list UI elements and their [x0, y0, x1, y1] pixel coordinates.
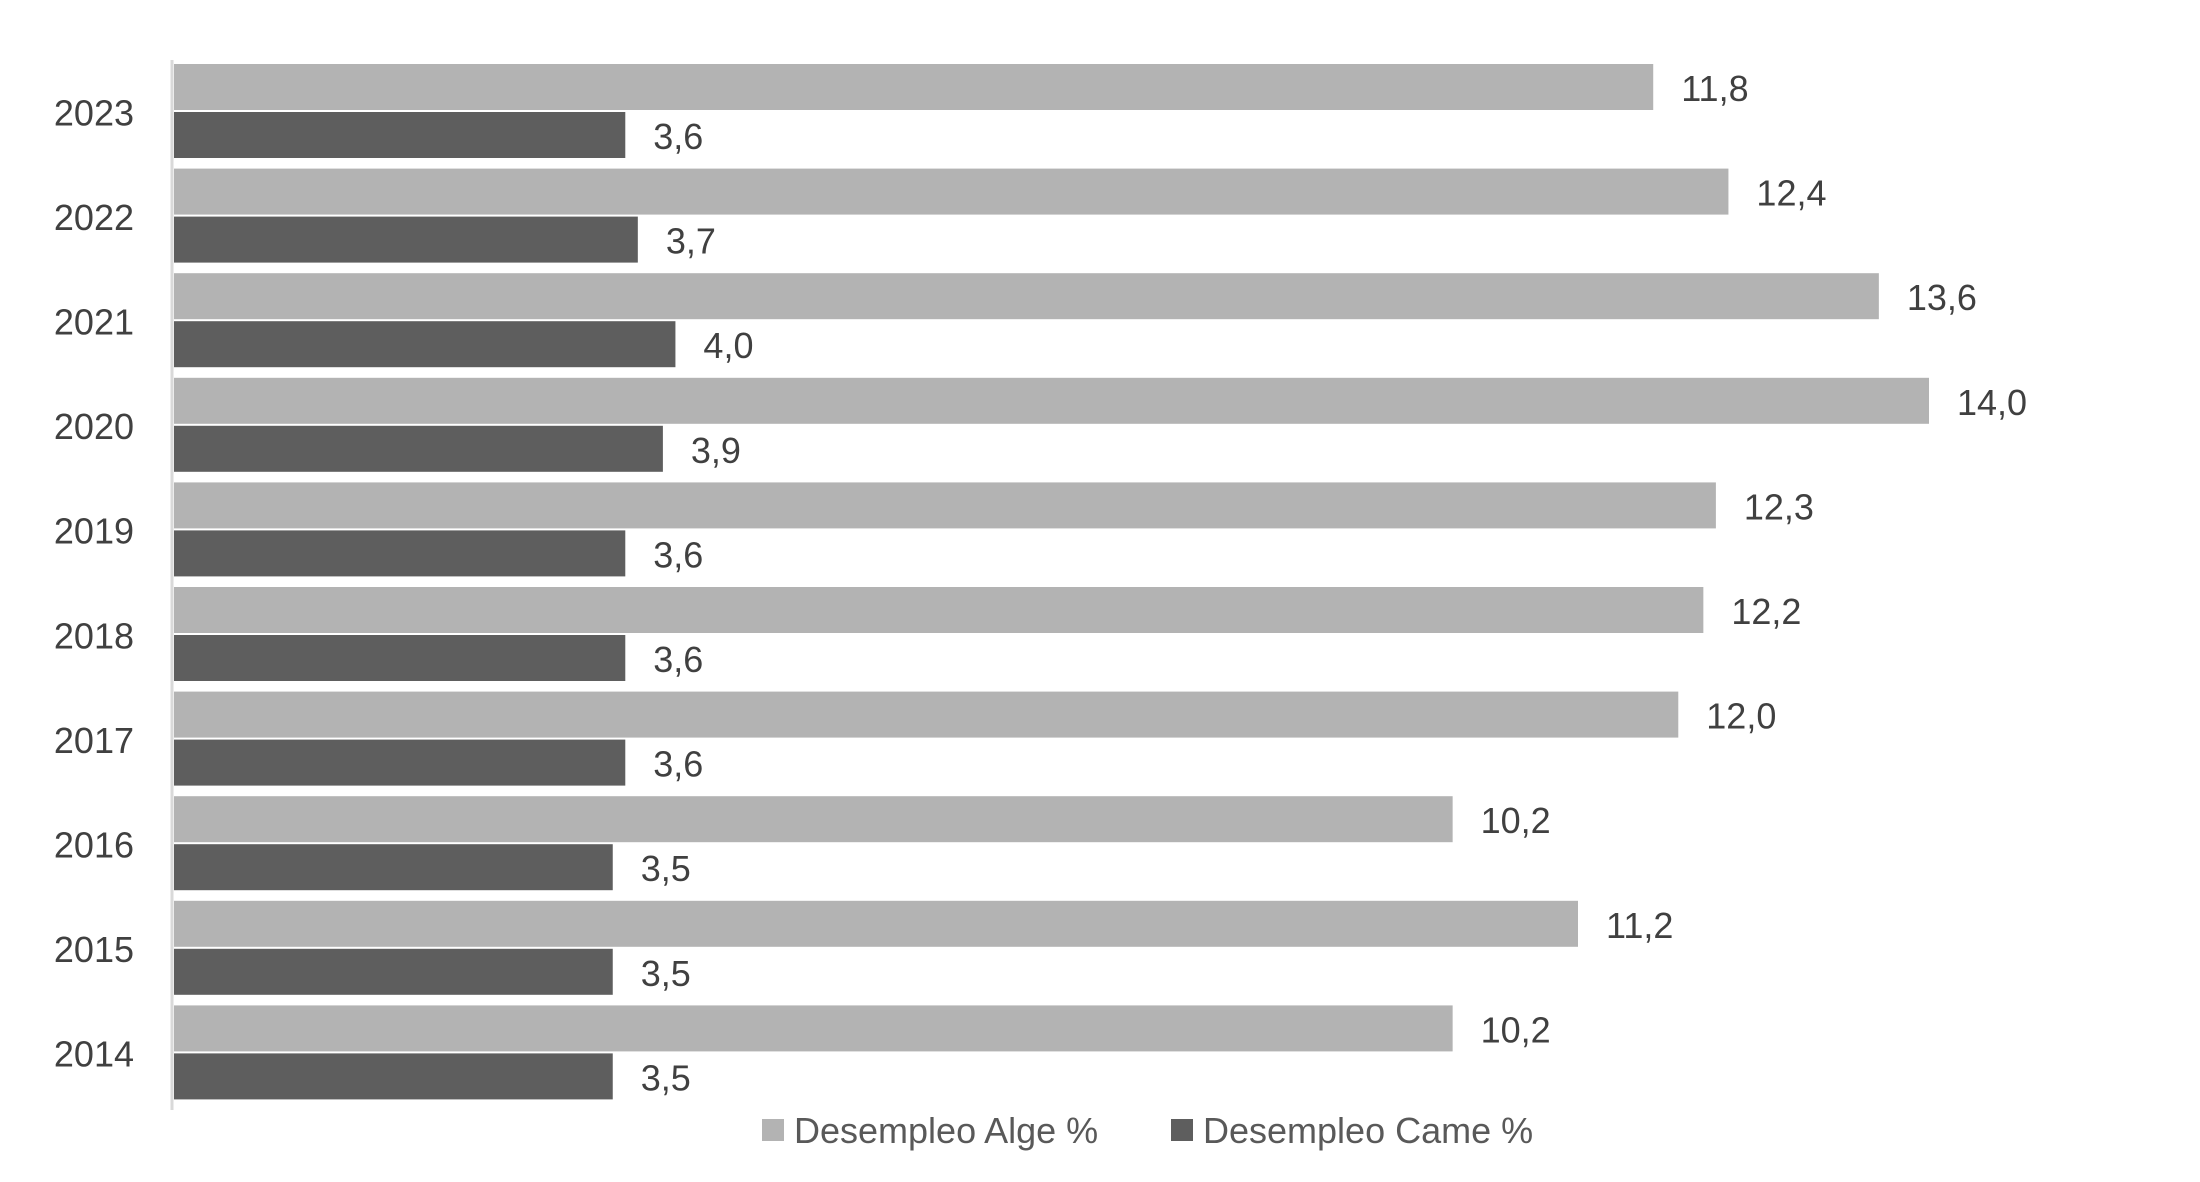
category-label-2020: 2020: [54, 406, 134, 447]
bar-came-2014: [174, 1053, 613, 1100]
legend-label-came: Desempleo Came %: [1203, 1110, 1533, 1151]
bar-came-2021: [174, 321, 676, 368]
category-label-2014: 2014: [54, 1034, 134, 1075]
data-label-came-2020: 3,9: [691, 430, 741, 471]
category-label-2021: 2021: [54, 302, 134, 343]
data-label-alge-2022: 12,4: [1756, 173, 1826, 214]
data-label-came-2023: 3,6: [653, 116, 703, 157]
data-label-came-2018: 3,6: [653, 639, 703, 680]
bar-alge-2017: [174, 691, 1679, 738]
data-label-alge-2019: 12,3: [1744, 486, 1814, 527]
category-label-2015: 2015: [54, 929, 134, 970]
data-label-alge-2018: 12,2: [1731, 591, 1801, 632]
category-label-2022: 2022: [54, 197, 134, 238]
data-label-came-2022: 3,7: [666, 221, 716, 262]
bar-came-2019: [174, 530, 626, 577]
bar-alge-2022: [174, 168, 1729, 215]
bar-alge-2016: [174, 796, 1453, 843]
bar-came-2018: [174, 635, 626, 681]
category-label-2018: 2018: [54, 615, 134, 656]
bar-alge-2023: [174, 64, 1654, 110]
data-label-came-2021: 4,0: [703, 325, 753, 366]
bar-came-2016: [174, 844, 613, 891]
bar-alge-2021: [174, 273, 1879, 320]
data-label-came-2019: 3,6: [653, 534, 703, 575]
data-label-alge-2015: 11,2: [1606, 905, 1673, 946]
bar-came-2020: [174, 425, 663, 472]
category-label-2017: 2017: [54, 720, 134, 761]
data-label-came-2015: 3,5: [641, 953, 691, 994]
data-label-alge-2021: 13,6: [1907, 277, 1977, 318]
bar-alge-2018: [174, 587, 1704, 633]
data-label-came-2016: 3,5: [641, 848, 691, 889]
data-label-alge-2014: 10,2: [1481, 1009, 1551, 1050]
data-label-came-2017: 3,6: [653, 744, 703, 785]
data-label-alge-2016: 10,2: [1481, 800, 1551, 841]
bar-came-2015: [174, 948, 613, 995]
bar-came-2017: [174, 739, 626, 786]
category-label-2016: 2016: [54, 825, 134, 866]
bar-came-2022: [174, 216, 638, 263]
data-label-alge-2023: 11,8: [1681, 68, 1748, 109]
category-label-2019: 2019: [54, 511, 134, 552]
legend-swatch-alge: [762, 1119, 784, 1141]
legend-swatch-came: [1171, 1119, 1193, 1141]
bar-alge-2020: [174, 377, 1929, 424]
bar-alge-2015: [174, 900, 1578, 947]
data-label-came-2014: 3,5: [641, 1057, 691, 1098]
bar-alge-2014: [174, 1005, 1453, 1052]
legend-label-alge: Desempleo Alge %: [794, 1110, 1098, 1151]
bar-alge-2019: [174, 482, 1716, 529]
category-label-2023: 2023: [54, 92, 134, 133]
bar-came-2023: [174, 112, 626, 158]
data-label-alge-2017: 12,0: [1706, 696, 1776, 737]
data-label-alge-2020: 14,0: [1957, 382, 2027, 423]
